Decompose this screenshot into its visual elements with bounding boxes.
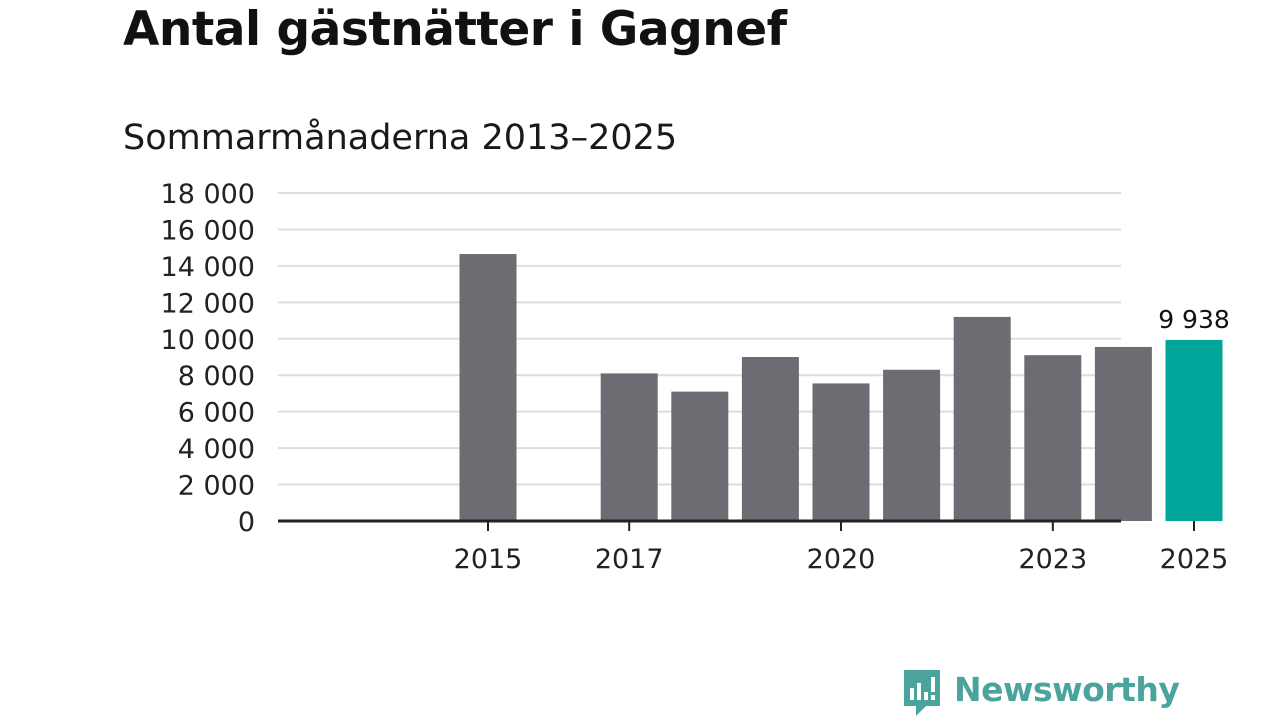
y-tick-label: 10 000 <box>161 325 255 356</box>
bar-2022 <box>953 316 1011 521</box>
bar-2020 <box>812 383 870 521</box>
brand-name: Newsworthy <box>954 670 1180 709</box>
bar-2021 <box>883 369 941 521</box>
y-tick-label: 8 000 <box>178 361 255 392</box>
chart-title: Antal gästnätter i Gagnef <box>123 2 787 57</box>
x-tick-label: 2023 <box>1018 544 1087 575</box>
chart-subtitle: Sommarmånaderna 2013–2025 <box>123 118 678 158</box>
newsworthy-logo-icon <box>904 670 940 716</box>
y-tick-label: 14 000 <box>161 252 255 283</box>
y-tick-label: 18 000 <box>161 179 255 210</box>
y-tick-label: 6 000 <box>178 398 255 429</box>
bar-2017 <box>600 373 658 521</box>
y-tick-label: 4 000 <box>178 434 255 465</box>
x-tick-label: 2017 <box>595 544 664 575</box>
x-tick-label: 2025 <box>1160 544 1229 575</box>
y-tick-label: 16 000 <box>161 215 255 246</box>
bar-2023 <box>1024 355 1082 521</box>
bar-2024 <box>1094 346 1152 521</box>
x-tick-label: 2020 <box>807 544 876 575</box>
x-tick-label: 2015 <box>454 544 523 575</box>
y-tick-label: 12 000 <box>161 288 255 319</box>
bar-2025 <box>1165 339 1223 521</box>
bar-2018 <box>671 391 729 521</box>
y-tick-label: 2 000 <box>178 471 255 502</box>
bar-2015 <box>459 254 517 522</box>
y-tick-label: 0 <box>238 507 255 538</box>
bar-2019 <box>741 357 799 521</box>
data-label: 9 938 <box>1158 305 1230 334</box>
brand-logo: Newsworthy <box>902 668 1180 720</box>
